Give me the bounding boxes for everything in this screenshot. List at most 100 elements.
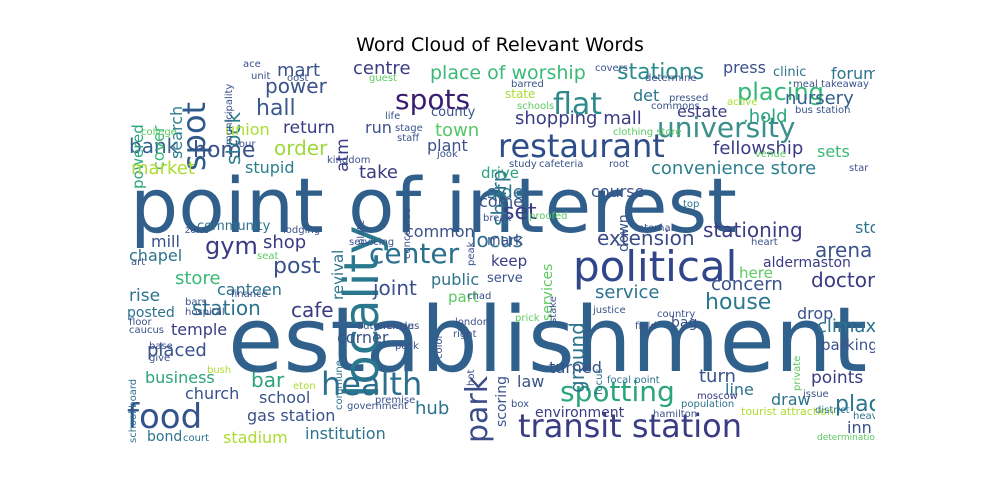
word-points: points	[811, 368, 864, 388]
word-oost: oost	[287, 73, 309, 84]
word-active: active	[727, 97, 758, 108]
word-turned: turned	[549, 358, 602, 377]
word-pressed: pressed	[669, 93, 709, 104]
word-church: church	[185, 384, 240, 403]
word-stupid: stupid	[245, 158, 295, 177]
word-public: public	[431, 270, 480, 289]
word-placed: placed	[147, 340, 207, 361]
word-canteen: canteen	[217, 280, 282, 299]
word-centre: centre	[353, 60, 411, 79]
word-give: give	[149, 353, 171, 364]
word-doctor: doctor	[811, 268, 875, 292]
word-law: law	[517, 372, 545, 391]
word-circle: circle	[387, 321, 414, 332]
word-county: county	[431, 105, 476, 120]
word-hall: hall	[256, 96, 296, 121]
word-mill: mill	[151, 232, 180, 251]
word-study: study	[509, 159, 537, 170]
word-tourist-attraction: tourist attraction	[741, 405, 834, 418]
word-justice: justice	[593, 305, 626, 316]
word-nursery: nursery	[785, 88, 854, 109]
word-arena: arena	[815, 238, 873, 262]
word-station: station	[192, 296, 261, 320]
word-determination: determination	[817, 433, 875, 443]
word-premise: premise	[375, 395, 416, 406]
word-stop: stop	[855, 218, 875, 237]
word-set: set	[503, 200, 537, 225]
word-spotting: spotting	[560, 375, 675, 408]
word-art: art	[131, 257, 146, 268]
word-heart: heart	[751, 237, 778, 248]
word-posted: posted	[127, 305, 175, 321]
word-placing: placing	[737, 78, 824, 106]
word-caucus: caucus	[129, 325, 165, 336]
word-hamilton: hamilton	[653, 409, 698, 420]
word-government: government	[347, 401, 408, 412]
word-environment: environment	[535, 405, 625, 421]
word-college: college	[141, 127, 177, 138]
word-focus: focus	[594, 368, 605, 395]
word-down: down	[616, 214, 632, 252]
word-food: food	[127, 397, 203, 437]
word-convenience-store: convenience store	[651, 158, 817, 179]
word-press: press	[723, 60, 766, 77]
word-university: university	[657, 111, 796, 144]
word-pack: pack	[395, 341, 419, 352]
word-focal-point: focal point	[607, 375, 660, 386]
word-london: london	[455, 317, 490, 328]
word-internal: internal	[635, 223, 674, 234]
word-eton: eton	[293, 381, 316, 392]
word-commons: commons	[651, 101, 700, 112]
word-country: country	[657, 309, 696, 320]
word-school-board: school board	[128, 378, 139, 443]
word-concourse: concourse	[402, 207, 413, 259]
word-servicing: servicing	[349, 237, 395, 248]
word-common: common	[405, 222, 475, 241]
word-gym: gym	[205, 232, 258, 260]
word-drop: drop	[797, 304, 834, 323]
word-life: life	[385, 111, 401, 122]
word-plant: plant	[427, 136, 468, 155]
chart-title: Word Cloud of Relevant Words	[356, 34, 644, 56]
word-proofed: proofed	[529, 211, 568, 222]
word-guest: guest	[369, 73, 397, 84]
word-tour: tour	[235, 139, 256, 150]
word-cloud-canvas: point of interest establishment locality po…	[125, 60, 875, 445]
word-establishment: establishment	[228, 288, 868, 393]
word-issue: issue	[803, 389, 829, 400]
word-bond: bond	[147, 429, 183, 445]
word-corner: corner	[337, 328, 389, 347]
word-bush: bush	[207, 365, 232, 376]
word-flat: flat	[553, 87, 603, 122]
word-institution: institution	[305, 424, 386, 443]
word-bank: bank	[129, 134, 179, 158]
word-cafeteria: cafeteria	[539, 159, 584, 170]
word-serve: serve	[487, 271, 523, 286]
word-break: break	[483, 213, 512, 224]
word-stake: stake	[548, 296, 559, 323]
word-home: home	[193, 138, 256, 163]
word-meal-takeaway: meal takeaway	[793, 79, 869, 90]
word-top: top	[683, 199, 700, 210]
word-venue: venue	[755, 149, 786, 160]
word-stations: stations	[617, 60, 705, 85]
word-field: field	[635, 321, 657, 332]
word-gas-station: gas station	[247, 406, 336, 425]
word-stationing: stationing	[703, 218, 803, 242]
word-spots: spots	[395, 83, 471, 116]
word-seat: seat	[257, 251, 279, 262]
word-chapel: chapel	[129, 246, 183, 265]
word-determine: determine	[645, 73, 697, 84]
word-extension: extension	[597, 226, 695, 250]
word-community: community	[197, 219, 271, 234]
word-clinic: clinic	[773, 65, 807, 80]
word-unit: unit	[251, 71, 271, 82]
word-commune: commune	[334, 360, 345, 410]
word-revival: revival	[329, 249, 347, 300]
word-hospital: hospital	[185, 307, 225, 318]
word-zone: zone	[185, 225, 209, 236]
word-mart: mart	[277, 60, 321, 81]
word-color: color	[434, 334, 445, 359]
word-state: state	[505, 87, 536, 101]
